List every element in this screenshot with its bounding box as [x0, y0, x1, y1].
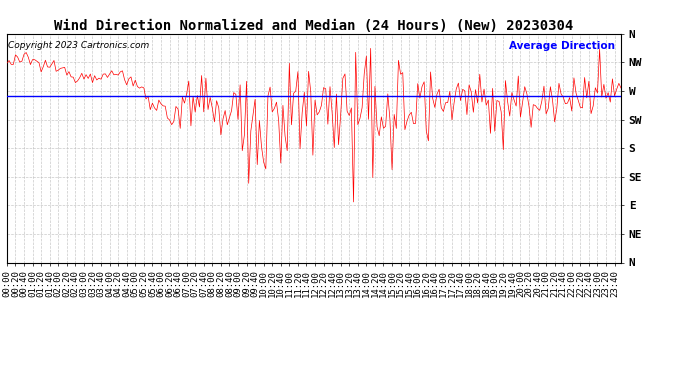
Text: Average Direction: Average Direction [509, 40, 615, 51]
Title: Wind Direction Normalized and Median (24 Hours) (New) 20230304: Wind Direction Normalized and Median (24… [55, 19, 573, 33]
Text: Copyright 2023 Cartronics.com: Copyright 2023 Cartronics.com [8, 40, 149, 50]
